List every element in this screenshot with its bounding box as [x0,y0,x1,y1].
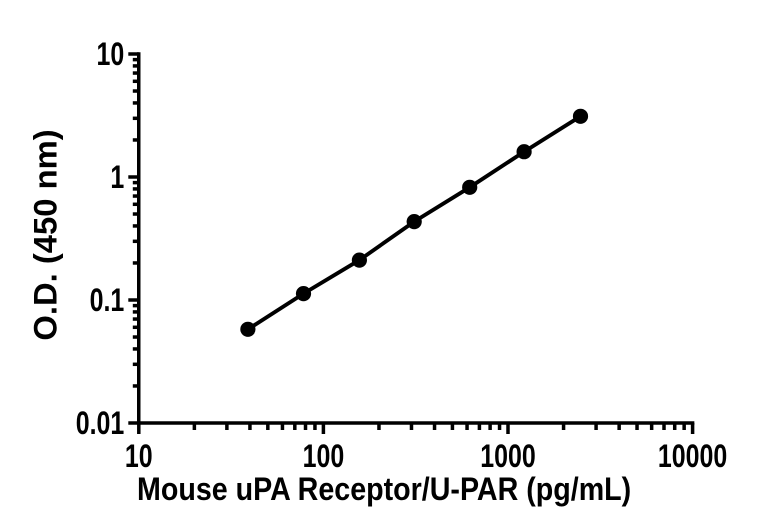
svg-text:100: 100 [303,439,345,475]
svg-text:1000: 1000 [480,439,536,475]
svg-text:Mouse uPA Receptor/U-PAR (pg/m: Mouse uPA Receptor/U-PAR (pg/mL) [137,473,631,508]
svg-text:10: 10 [97,37,125,73]
svg-text:10: 10 [125,439,153,475]
svg-text:1: 1 [110,160,124,196]
svg-text:0.1: 0.1 [90,283,125,319]
svg-text:0.01: 0.01 [76,406,125,442]
svg-text:O.D. (450 nm): O.D. (450 nm) [28,129,64,340]
svg-text:10000: 10000 [658,439,727,475]
